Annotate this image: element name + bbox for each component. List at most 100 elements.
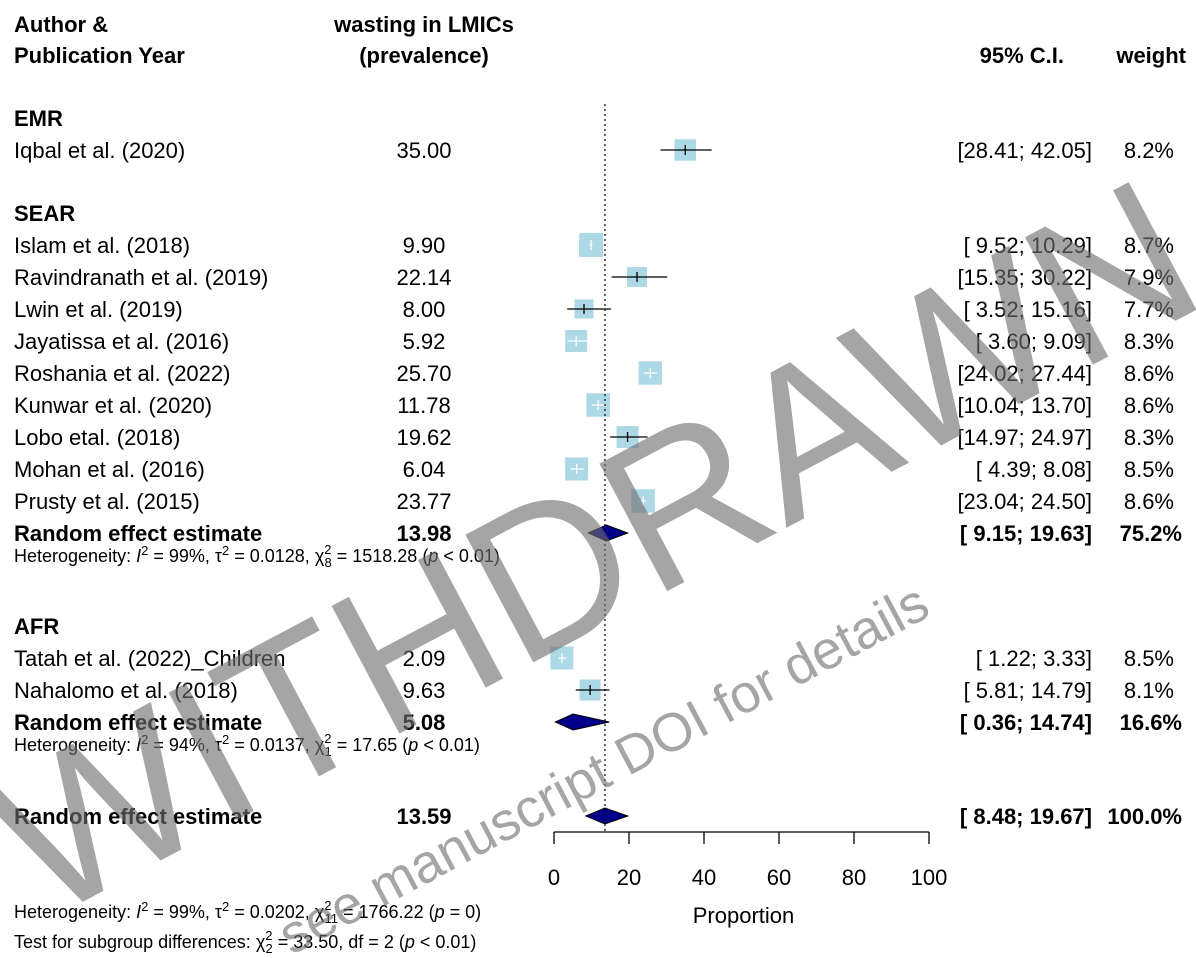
subgroup-test-prefix: Test for subgroup differences: [14,932,256,952]
pooled-diamond [587,524,630,542]
group-heterogeneity-i2-sym: I [136,735,141,755]
study-ci: [ 9.52; 10.29] [964,233,1092,258]
pooled-weight: 100.0% [1107,804,1182,829]
group-heterogeneity-chi-df: 1 [325,744,332,759]
study-ci: [24.02; 27.44] [957,361,1092,386]
pooled-diamond [554,713,610,731]
group-heterogeneity-tau-sym: τ [215,735,222,755]
overall-heterogeneity-i2-sym: I [136,902,141,922]
study-ci: [28.41; 42.05] [957,138,1092,163]
group-heterogeneity-i2-sym: I [136,546,141,566]
group-heterogeneity-i2-superscript: 2 [141,543,148,558]
pooled-name: Random effect estimate [14,804,262,829]
study-ci: [10.04; 13.70] [957,393,1092,418]
study-estimate: 35.00 [396,138,451,163]
group-heterogeneity-chi-val: = 1518.28 ( [332,546,429,566]
study-ci: [ 4.39; 8.08] [976,457,1092,482]
group-heterogeneity-tau-superscript: 2 [222,543,229,558]
group-heterogeneity: Heterogeneity: I2 = 99%, τ2 = 0.0128, χ2… [14,542,500,570]
overall-heterogeneity-tau-superscript: 2 [222,899,229,914]
x-axis: 0 20 40 60 80 100 Proportion [548,831,948,928]
group-heterogeneity-chi-sym: χ [315,735,325,755]
study-name: Iqbal et al. (2020) [14,138,185,163]
subgroup-test-chi-sym: χ [256,932,266,952]
study-weight: 8.2% [1124,138,1174,163]
overall-heterogeneity-prefix: Heterogeneity: [14,902,136,922]
subgroup-test-chi-superscript: 2 [265,928,272,943]
pooled-diamond [584,807,630,825]
forest-rows: EMR Iqbal et al. (2020) 35.00 [28.41; 42.05… [14,106,1182,956]
pooled-weight: 16.6% [1120,710,1182,735]
overall-heterogeneity-p-val: = 0) [445,902,482,922]
x-tick-label: 100 [911,865,948,890]
subgroup-test-chi-df: 2 [266,941,273,956]
group-heterogeneity-i2-val: = 99%, [148,546,215,566]
group-heterogeneity-i2-superscript: 2 [141,732,148,747]
overall-heterogeneity-tau-val: = 0.0202, [229,902,315,922]
pooled-weight: 75.2% [1120,521,1182,546]
study-estimate: 25.70 [396,361,451,386]
pooled-name: Random effect estimate [14,710,262,735]
group-label: EMR [14,106,63,131]
x-tick-label: 20 [617,865,641,890]
study-weight: 8.5% [1124,457,1174,482]
study-name: Lwin et al. (2019) [14,297,183,322]
subgroup-test-chi-val: = 33.50, df = 2 ( [273,932,405,952]
study-weight: 8.3% [1124,425,1174,450]
study-weight: 8.6% [1124,489,1174,514]
group-heterogeneity-prefix: Heterogeneity: [14,546,136,566]
study-ci: [ 1.22; 3.33] [976,646,1092,671]
group-heterogeneity-i2-val: = 94%, [148,735,215,755]
header-outcome-line2: (prevalence) [359,43,489,68]
study-weight: 8.6% [1124,361,1174,386]
study-ci: [15.35; 30.22] [957,265,1092,290]
study-ci: [ 3.52; 15.16] [964,297,1092,322]
x-tick-label: 60 [767,865,791,890]
study-name: Prusty et al. (2015) [14,489,200,514]
header-outcome-line1: wasting in LMICs [333,12,514,37]
study-name: Nahalomo et al. (2018) [14,678,238,703]
overall-heterogeneity-chi-val: = 1766.22 ( [338,902,435,922]
group-heterogeneity-tau-superscript: 2 [222,732,229,747]
group-heterogeneity-p-val: < 0.01) [418,735,480,755]
study-ci: [23.04; 24.50] [957,489,1092,514]
pooled-estimate: 13.59 [396,804,451,829]
overall-heterogeneity-i2-superscript: 2 [141,899,148,914]
pooled-ci: [ 8.48; 19.67] [960,804,1092,829]
overall-heterogeneity-i2-val: = 99%, [148,902,215,922]
study-estimate: 2.09 [403,646,446,671]
pooled-name: Random effect estimate [14,521,262,546]
study-name: Lobo etal. (2018) [14,425,180,450]
x-axis-label: Proportion [693,903,795,928]
study-estimate: 22.14 [396,265,451,290]
study-weight: 7.9% [1124,265,1174,290]
study-weight: 8.1% [1124,678,1174,703]
pooled-ci: [ 0.36; 14.74] [960,710,1092,735]
group-heterogeneity: Heterogeneity: I2 = 94%, τ2 = 0.0137, χ2… [14,731,480,759]
overall-heterogeneity-p-sym: p [434,902,445,922]
subgroup-test-p-val: < 0.01) [415,932,477,952]
x-tick-label: 0 [548,865,560,890]
group-heterogeneity-p-sym: p [427,546,438,566]
study-name: Islam et al. (2018) [14,233,190,258]
study-name: Kunwar et al. (2020) [14,393,212,418]
study-ci: [14.97; 24.97] [957,425,1092,450]
header-author-line2: Publication Year [14,43,185,68]
subgroup-test: Test for subgroup differences: χ2 2 = 33.… [14,928,476,956]
group-heterogeneity-tau-sym: τ [215,546,222,566]
subgroup-test-p-sym: p [404,932,415,952]
study-weight: 7.7% [1124,297,1174,322]
study-estimate: 8.00 [403,297,446,322]
pooled-estimate: 5.08 [403,710,446,735]
overall-heterogeneity: Heterogeneity: I2 = 99%, τ2 = 0.0202, χ2… [14,898,481,926]
header-ci: 95% C.I. [980,43,1064,68]
study-estimate: 9.90 [403,233,446,258]
study-name: Tatah et al. (2022)_Children [14,646,286,671]
pooled-estimate: 13.98 [396,521,451,546]
group-heterogeneity-chi-df: 8 [325,555,332,570]
study-ci: [ 5.81; 14.79] [964,678,1092,703]
study-name: Mohan et al. (2016) [14,457,205,482]
study-estimate: 6.04 [403,457,446,482]
study-name: Ravindranath et al. (2019) [14,265,268,290]
header-author-line1: Author & [14,12,108,37]
